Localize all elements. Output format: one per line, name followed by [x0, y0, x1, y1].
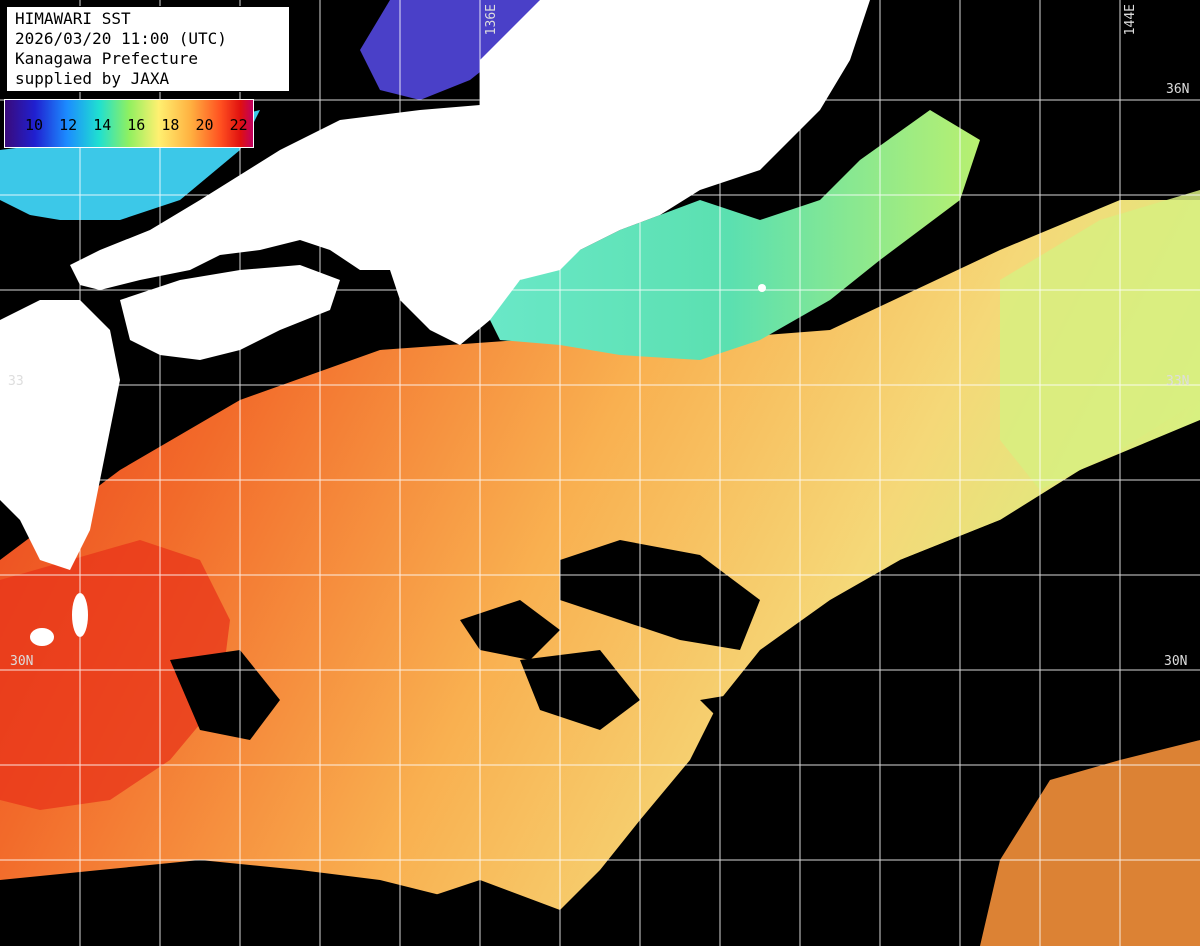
legend-color-bar: [5, 100, 253, 147]
blue-sea-north: [360, 0, 540, 100]
land-masses: [0, 0, 870, 646]
warm-sea-south: [980, 740, 1200, 946]
map-credit: supplied by JAXA: [15, 69, 170, 88]
lat-label-33n-right: 33N: [1166, 374, 1190, 389]
legend-tick: 12: [59, 116, 78, 134]
lon-label-136e: 136E: [484, 4, 499, 36]
lon-label-144e: 144E: [1123, 4, 1138, 36]
map-title: HIMAWARI SST: [15, 9, 131, 28]
legend-tick: 18: [161, 116, 180, 134]
land-kyushu: [0, 300, 120, 570]
lat-label-30n-right: 30N: [1164, 654, 1188, 669]
lat-label-36n: 36N: [1166, 82, 1190, 97]
map-datetime: 2026/03/20 11:00 (UTC): [15, 29, 227, 48]
legend-tick: 10: [25, 116, 44, 134]
map-region: Kanagawa Prefecture: [15, 49, 199, 68]
legend-tick-labels: 10 12 14 16 18 20 22: [25, 116, 255, 134]
land-island-yakushima: [30, 628, 54, 646]
mild-sea-east: [1000, 190, 1200, 490]
temperature-legend: 10 12 14 16 18 20 22: [4, 99, 254, 148]
land-honshu: [70, 0, 870, 345]
legend-tick: 16: [127, 116, 146, 134]
cool-coastal-band: [480, 110, 980, 360]
legend-tick: 14: [93, 116, 112, 134]
legend-tick: 20: [195, 116, 214, 134]
lat-label-30n-left: 30N: [10, 654, 34, 669]
hot-sea-region: [0, 540, 230, 810]
land-island-izu: [758, 284, 766, 292]
map-info-box: HIMAWARI SST 2026/03/20 11:00 (UTC) Kana…: [6, 6, 290, 92]
land-shikoku: [120, 265, 340, 360]
lat-label-33-left: 33: [8, 374, 24, 389]
legend-tick: 22: [229, 116, 248, 134]
